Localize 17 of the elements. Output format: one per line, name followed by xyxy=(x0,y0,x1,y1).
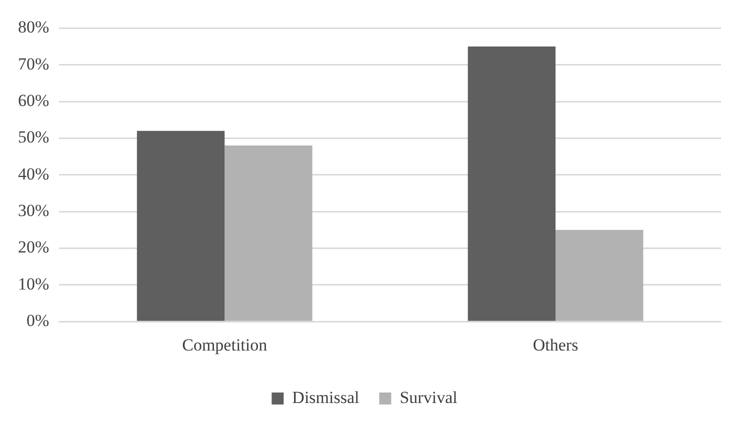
legend-label: Survival xyxy=(400,388,458,407)
x-tick-label: Competition xyxy=(182,335,268,354)
bar xyxy=(556,230,644,321)
bar xyxy=(136,130,225,321)
y-tick-label: 70% xyxy=(18,54,50,74)
y-tick-label: 50% xyxy=(18,128,50,147)
bar xyxy=(224,146,312,321)
bar xyxy=(468,46,556,321)
legend-label: Dismissal xyxy=(292,388,360,407)
y-tick-label: 80% xyxy=(18,18,50,37)
y-tick-label: 0% xyxy=(26,311,50,330)
y-tick-label: 20% xyxy=(18,238,50,257)
y-tick-label: 40% xyxy=(18,164,50,184)
y-tick-label: 60% xyxy=(18,91,50,110)
y-tick-label: 30% xyxy=(18,201,50,220)
x-tick-label: Others xyxy=(532,335,578,354)
y-tick-label: 10% xyxy=(18,274,50,294)
